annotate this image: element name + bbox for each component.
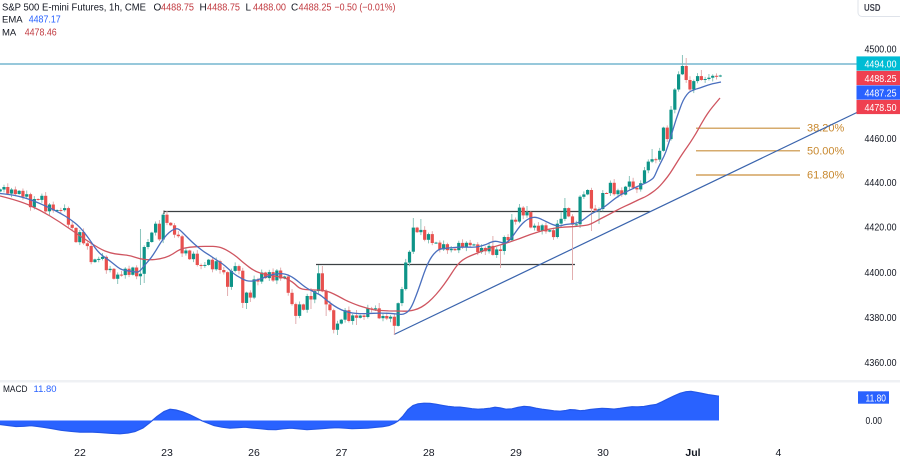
svg-text:11.80: 11.80 <box>34 384 57 395</box>
svg-text:4488.25: 4488.25 <box>299 3 332 14</box>
svg-text:4488.75: 4488.75 <box>161 3 194 14</box>
svg-text:4: 4 <box>775 447 781 459</box>
svg-text:27: 27 <box>336 447 348 459</box>
svg-text:29: 29 <box>510 447 522 459</box>
svg-text:−0.50 (−0.01%): −0.50 (−0.01%) <box>335 3 396 14</box>
svg-text:50.00%: 50.00% <box>807 145 845 157</box>
svg-text:4488.00: 4488.00 <box>253 3 286 14</box>
svg-text:0.00: 0.00 <box>866 416 883 427</box>
svg-text:4487.25: 4487.25 <box>865 88 897 99</box>
svg-text:4500.00: 4500.00 <box>865 45 897 56</box>
svg-text:S&P 500 E-mini Futures, 1h, CM: S&P 500 E-mini Futures, 1h, CME <box>2 2 146 14</box>
svg-text:4460.00: 4460.00 <box>865 134 897 145</box>
svg-text:4478.46: 4478.46 <box>25 27 57 38</box>
svg-text:USD: USD <box>864 2 881 14</box>
svg-text:C: C <box>291 3 298 14</box>
svg-text:4478.50: 4478.50 <box>865 103 897 114</box>
svg-text:30: 30 <box>597 447 609 459</box>
svg-text:28: 28 <box>423 447 435 459</box>
svg-text:4380.00: 4380.00 <box>865 313 897 324</box>
svg-text:O: O <box>154 3 162 14</box>
svg-text:4420.00: 4420.00 <box>865 223 897 234</box>
svg-text:Jul: Jul <box>685 447 700 459</box>
svg-text:38.20%: 38.20% <box>807 123 845 135</box>
svg-text:4488.75: 4488.75 <box>207 3 240 14</box>
svg-text:4487.17: 4487.17 <box>29 14 61 25</box>
svg-text:11.80: 11.80 <box>866 393 887 404</box>
svg-text:23: 23 <box>161 447 173 459</box>
svg-text:61.80%: 61.80% <box>807 170 845 182</box>
svg-text:4400.00: 4400.00 <box>865 268 897 279</box>
svg-text:4488.25: 4488.25 <box>865 74 897 85</box>
svg-text:H: H <box>200 3 207 14</box>
svg-text:26: 26 <box>248 447 260 459</box>
svg-text:MA: MA <box>2 27 17 38</box>
svg-text:4494.00: 4494.00 <box>865 59 897 70</box>
svg-text:4440.00: 4440.00 <box>865 178 897 189</box>
svg-text:22: 22 <box>74 447 86 459</box>
svg-text:MACD: MACD <box>3 384 28 395</box>
svg-text:4360.00: 4360.00 <box>865 358 897 369</box>
svg-text:EMA: EMA <box>2 14 23 25</box>
svg-text:L: L <box>246 3 252 14</box>
